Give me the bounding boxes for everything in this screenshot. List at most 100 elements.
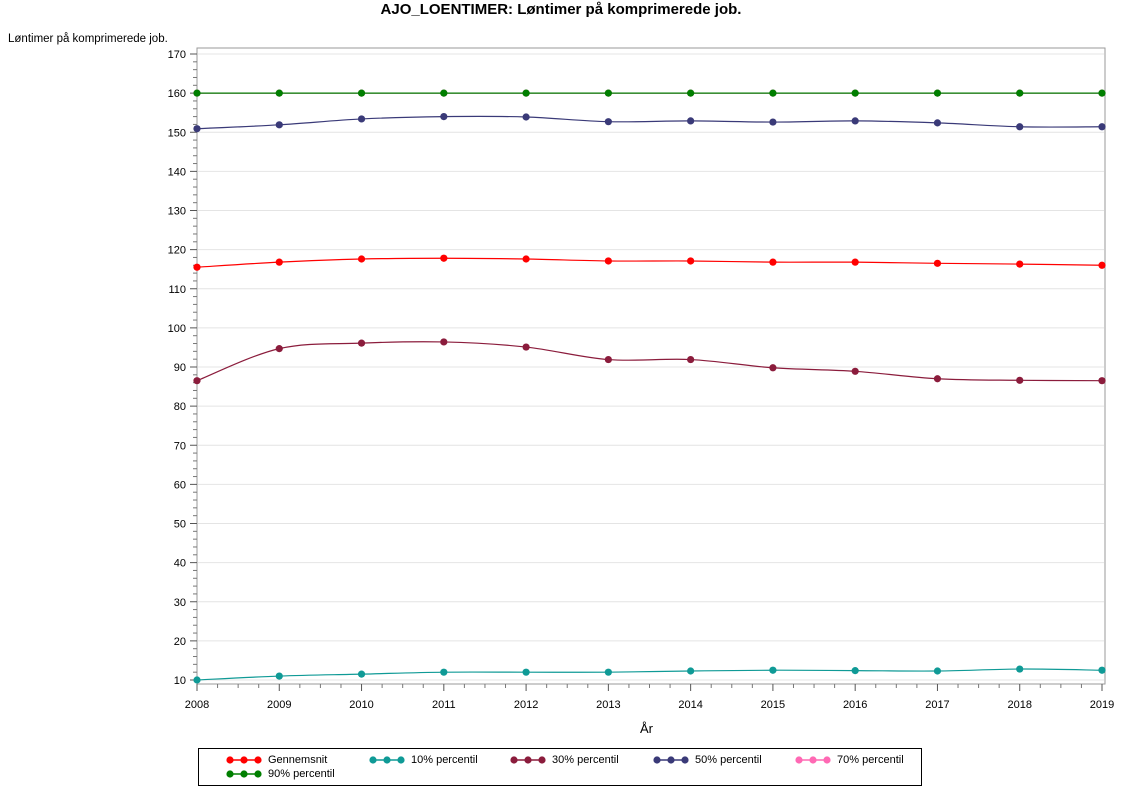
series-90pct-percentil — [193, 89, 1106, 97]
data-point — [769, 666, 777, 674]
chart-title: AJO_LOENTIMER: Løntimer på komprimerede … — [380, 1, 742, 18]
x-tick-label: 2012 — [514, 699, 538, 711]
data-point — [604, 668, 612, 676]
gridlines — [198, 53, 1104, 681]
data-point — [522, 113, 530, 121]
legend-label: 50% percentil — [695, 754, 762, 767]
data-point — [357, 89, 366, 97]
legend-label: 90% percentil — [268, 768, 335, 781]
data-point — [440, 113, 448, 121]
y-tick-label: 20 — [174, 636, 186, 648]
data-point — [687, 355, 695, 364]
data-point — [1098, 123, 1106, 131]
data-point — [1016, 376, 1024, 384]
data-point — [604, 355, 612, 364]
data-point — [769, 364, 777, 372]
data-point — [275, 89, 283, 97]
legend-label: 10% percentil — [411, 754, 478, 767]
data-point — [1016, 260, 1024, 268]
y-tick-label: 130 — [168, 206, 186, 218]
legend-swatch — [510, 756, 546, 764]
x-axis-title: År — [640, 721, 653, 736]
data-point — [1098, 666, 1106, 674]
data-point — [687, 89, 695, 97]
data-point — [1098, 377, 1106, 385]
data-point — [851, 117, 859, 125]
y-tick-label: 90 — [174, 362, 186, 374]
data-point — [193, 676, 201, 684]
x-tick-label: 2011 — [432, 699, 456, 711]
y-tick-label: 110 — [168, 284, 186, 296]
data-point — [275, 345, 283, 353]
series-line — [196, 257, 1103, 268]
y-tick-label: 160 — [168, 88, 186, 100]
data-point — [1098, 89, 1106, 97]
data-point — [1016, 89, 1024, 97]
y-tick-label: 170 — [168, 49, 186, 61]
data-point — [687, 117, 695, 125]
data-point — [357, 339, 366, 347]
x-tick-label: 2019 — [1090, 699, 1114, 711]
data-point — [687, 667, 695, 675]
series-50pct-percentil — [193, 113, 1106, 133]
legend-item: 10% percentil — [369, 754, 478, 768]
series-line — [196, 115, 1103, 130]
data-point — [1016, 665, 1024, 673]
data-point — [933, 89, 942, 97]
legend-label: Gennemsnit — [268, 754, 328, 767]
series-30pct-percentil — [193, 338, 1106, 385]
legend-label: 30% percentil — [552, 754, 619, 767]
data-point — [769, 258, 777, 266]
data-point — [851, 258, 859, 266]
data-point — [604, 257, 612, 265]
data-point — [440, 338, 448, 346]
data-point — [522, 668, 530, 676]
y-tick-label: 30 — [174, 597, 186, 609]
axes: 10 20 30 40 50 60 70 80 90 100 110 120 130 140 150 160 1… — [168, 49, 1115, 711]
legend-swatch — [653, 756, 689, 764]
data-point — [851, 89, 859, 97]
plot-area: 10 20 30 40 50 60 70 80 90 100 110 120 130 140 150 160 1… — [168, 47, 1115, 711]
legend-item: Gennemsnit — [226, 754, 327, 768]
data-point — [1098, 261, 1106, 269]
data-point — [357, 670, 366, 678]
x-tick-label: 2014 — [678, 699, 702, 711]
y-tick-label: 140 — [168, 166, 186, 178]
legend-swatch — [795, 756, 831, 764]
data-point — [440, 668, 448, 676]
x-tick-label: 2018 — [1007, 699, 1031, 711]
data-point — [193, 125, 201, 133]
y-tick-label: 100 — [168, 323, 186, 335]
data-point — [357, 255, 366, 263]
y-tick-label: 150 — [168, 127, 186, 139]
series-line — [196, 341, 1103, 382]
data-point — [440, 254, 448, 262]
data-point — [275, 672, 283, 680]
data-point — [687, 257, 695, 265]
legend-item: 50% percentil — [653, 754, 762, 768]
data-point — [440, 89, 448, 97]
data-point — [193, 263, 201, 271]
data-point — [522, 255, 530, 263]
legend: Gennemsnit 10% percentil 30% percentil 50% … — [198, 748, 922, 786]
y-tick-label: 10 — [174, 675, 186, 687]
data-point — [933, 667, 942, 675]
y-tick-label: 50 — [174, 519, 186, 531]
data-point — [604, 118, 612, 126]
y-tick-label: 120 — [168, 245, 186, 257]
y-tick-label: 40 — [174, 558, 186, 570]
data-point — [933, 119, 942, 127]
series — [193, 89, 1106, 684]
x-tick-label: 2015 — [761, 699, 785, 711]
data-point — [604, 89, 612, 97]
series-10pct-percentil — [193, 665, 1106, 684]
x-tick-label: 2008 — [185, 699, 209, 711]
data-point — [933, 375, 942, 383]
data-point — [769, 89, 777, 97]
data-point — [275, 121, 283, 129]
x-tick-label: 2010 — [349, 699, 373, 711]
data-point — [851, 667, 859, 675]
x-tick-label: 2016 — [843, 699, 867, 711]
legend-item: 90% percentil — [226, 768, 335, 782]
data-point — [522, 343, 530, 351]
